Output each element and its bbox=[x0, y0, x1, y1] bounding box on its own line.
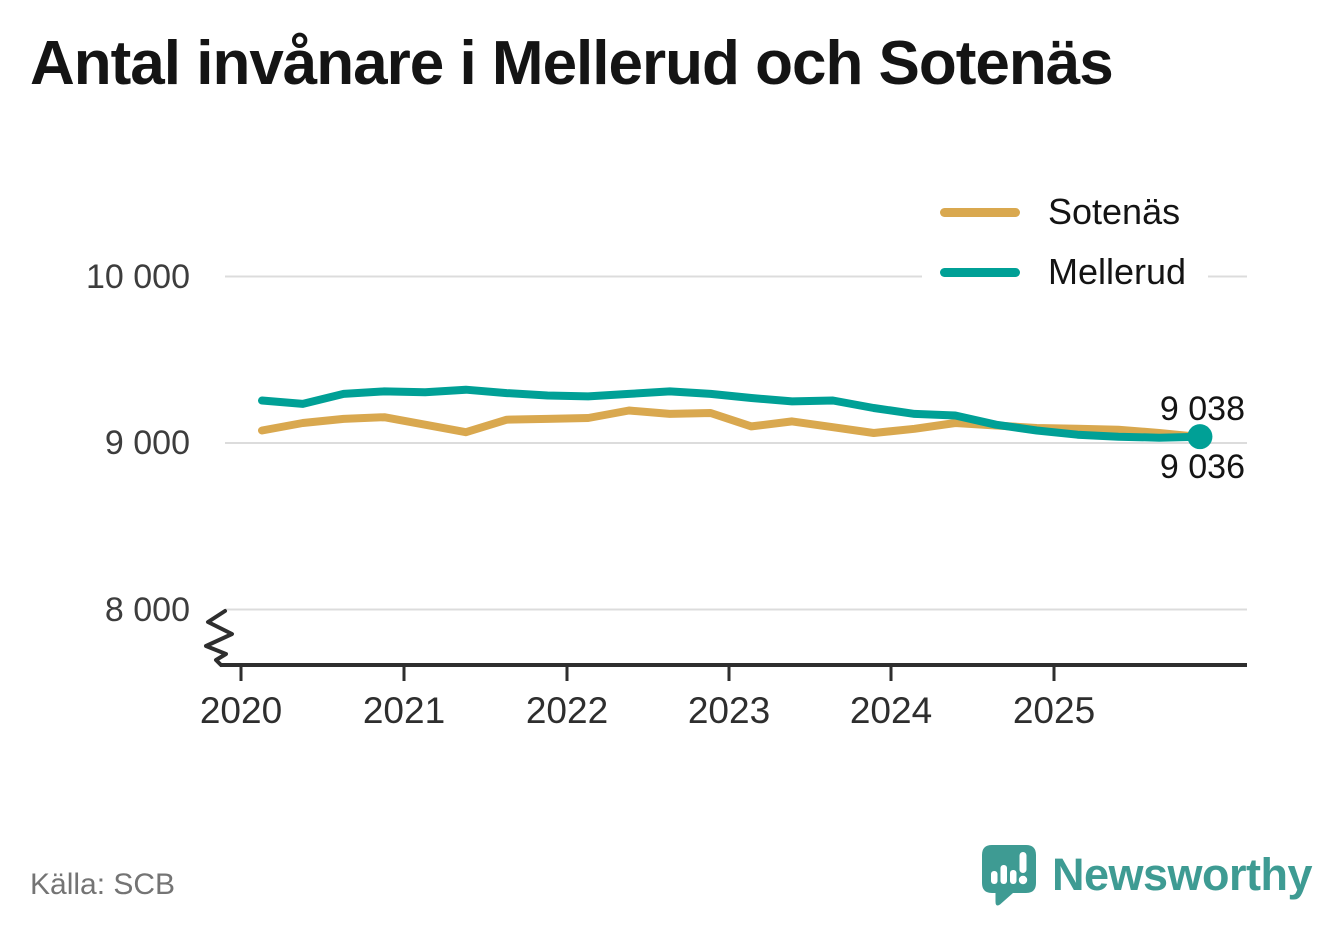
x-tick-label-2023: 2023 bbox=[687, 690, 771, 731]
source-note: Källa: SCB bbox=[30, 868, 176, 901]
end-value-label-sotenas: 9 036 bbox=[1159, 448, 1245, 486]
newsworthy-wordmark: Newsworthy bbox=[1052, 849, 1313, 900]
x-tick-label-2025: 2025 bbox=[1012, 690, 1096, 731]
y-tick-label-8000: 8 000 bbox=[104, 590, 190, 629]
legend-item-sotens: Sotenäs bbox=[922, 184, 1209, 240]
chart-legend: Sotenäs Mellerud bbox=[922, 184, 1209, 300]
newsworthy-logo: Newsworthy bbox=[980, 843, 1313, 907]
y-tick-label-9000: 9 000 bbox=[104, 424, 190, 462]
page-title: Antal invånare i Mellerud och Sotenäs bbox=[30, 29, 1114, 98]
x-tick-label-2020: 2020 bbox=[199, 690, 283, 731]
end-value-label-mellerud: 9 038 bbox=[1159, 390, 1245, 428]
y-axis-break-zigzag bbox=[204, 609, 234, 667]
legend-label: Sotenäs bbox=[1048, 191, 1181, 232]
series-line-mellerud bbox=[258, 385, 1204, 442]
legend-swatch bbox=[940, 207, 1020, 217]
x-tick-label-2024: 2024 bbox=[849, 690, 933, 731]
end-dot-mellerud bbox=[1187, 424, 1213, 450]
x-tick-label-2022: 2022 bbox=[525, 690, 609, 731]
newsworthy-speech-bubble-icon bbox=[982, 845, 1036, 906]
legend-item-mellerud: Mellerud bbox=[922, 244, 1209, 300]
y-tick-label-10000: 10 000 bbox=[86, 257, 190, 296]
legend-swatch bbox=[940, 267, 1020, 277]
legend-label: Mellerud bbox=[1048, 251, 1187, 292]
x-tick-label-2021: 2021 bbox=[362, 690, 446, 731]
